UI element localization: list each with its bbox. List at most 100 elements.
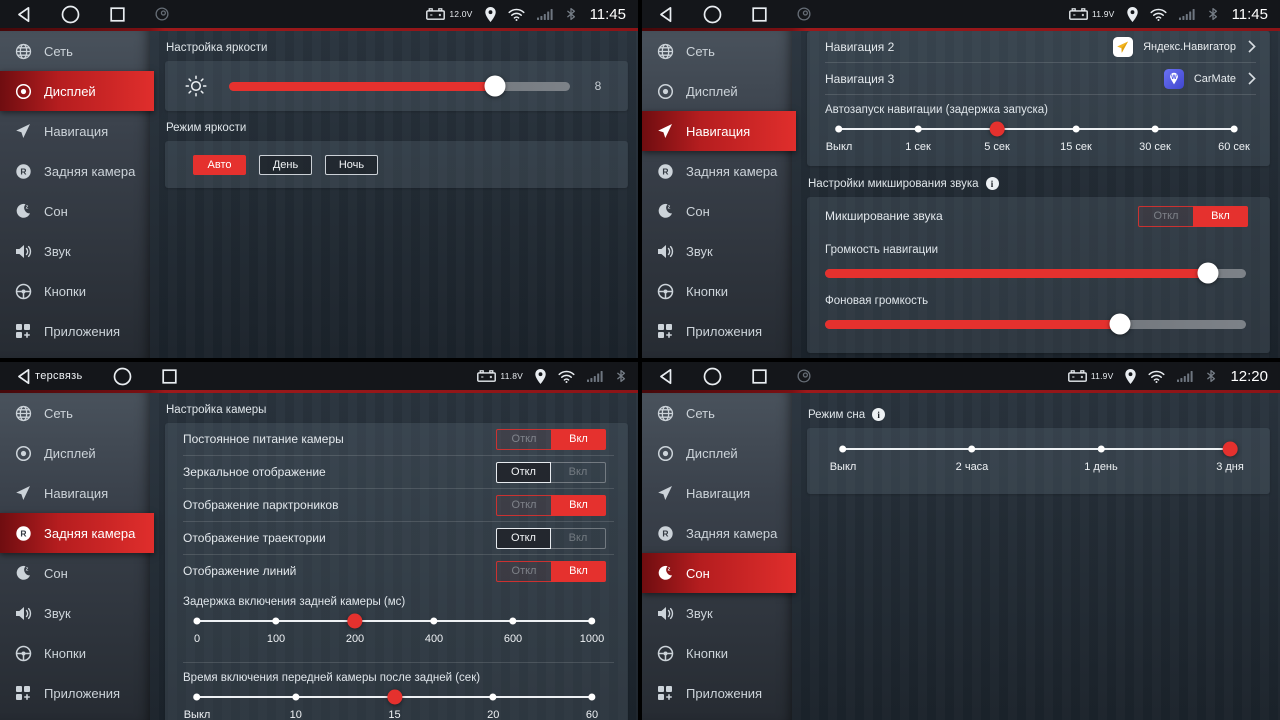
toggle-on-button[interactable]: Вкл: [551, 461, 606, 483]
slider-dot[interactable]: [193, 617, 201, 625]
floating-widget-icon[interactable]: [155, 7, 169, 21]
slider-stop[interactable]: 1000: [580, 610, 604, 647]
home-icon[interactable]: [703, 5, 722, 24]
slider-stop[interactable]: 3 дня: [1216, 438, 1244, 475]
sidebar-item-display[interactable]: Дисплей: [0, 433, 150, 473]
slider-stop[interactable]: 5 сек: [984, 118, 1010, 155]
slider-dot[interactable]: [835, 125, 843, 133]
slider-thumb[interactable]: [1222, 441, 1238, 457]
slider-thumb[interactable]: [1197, 262, 1219, 284]
chevron-right-icon[interactable]: [1248, 72, 1256, 85]
slider-stop[interactable]: 1 сек: [905, 118, 931, 155]
slider-stop[interactable]: 15: [387, 686, 402, 720]
sidebar-item-apps[interactable]: Приложения: [0, 673, 150, 713]
sidebar-item-apps[interactable]: Приложения: [642, 311, 792, 351]
slider-dot[interactable]: [588, 693, 596, 701]
sleep-mode-slider[interactable]: Выкл 2 часа 1 день 3 дня: [830, 438, 1244, 486]
sidebar-item-sleep[interactable]: z Сон: [0, 191, 150, 231]
slider-stop[interactable]: Выкл: [184, 686, 210, 720]
slider-dot[interactable]: [489, 693, 497, 701]
nav-app-row[interactable]: Навигация 2 Яндекс.Навигатор: [807, 31, 1270, 62]
slider-dot[interactable]: [1151, 125, 1159, 133]
toggle-off-button[interactable]: Откл: [496, 461, 551, 483]
sidebar-item-buttons[interactable]: Кнопки: [642, 633, 792, 673]
slider-thumb[interactable]: [989, 121, 1005, 137]
slider-thumb[interactable]: [347, 613, 363, 629]
sidebar-item-buttons[interactable]: Кнопки: [0, 271, 150, 311]
floating-widget-icon[interactable]: [797, 369, 811, 383]
sidebar-item-rear-camera[interactable]: R Задняя камера: [0, 513, 154, 553]
toggle-off-button[interactable]: Откл: [496, 560, 551, 582]
slider-stop[interactable]: 200: [346, 610, 364, 647]
slider-dot[interactable]: [914, 125, 922, 133]
slider-stop[interactable]: 20: [487, 686, 499, 720]
slider-dot[interactable]: [588, 617, 596, 625]
recents-icon[interactable]: [752, 6, 767, 22]
recents-icon[interactable]: [161, 368, 177, 384]
sidebar-item-display[interactable]: Дисплей: [642, 71, 792, 111]
slider-stop[interactable]: 100: [267, 610, 285, 647]
slider-dot[interactable]: [292, 693, 300, 701]
info-icon[interactable]: i: [985, 177, 999, 190]
toggle-on-button[interactable]: Вкл: [551, 494, 606, 516]
mode-button-0[interactable]: Авто: [193, 154, 246, 175]
slider-stop[interactable]: 600: [504, 610, 522, 647]
sidebar-item-navigation[interactable]: Навигация: [0, 473, 150, 513]
slider-stop[interactable]: 2 часа: [956, 438, 988, 475]
sidebar-item-display[interactable]: Дисплей: [642, 433, 792, 473]
info-icon[interactable]: i: [872, 408, 886, 421]
back-icon[interactable]: [658, 6, 673, 23]
slider-dot[interactable]: [1072, 125, 1080, 133]
recents-icon[interactable]: [752, 368, 767, 384]
sidebar-item-apps[interactable]: Приложения: [0, 311, 150, 351]
slider-dot[interactable]: [272, 617, 280, 625]
sidebar-item-navigation[interactable]: Навигация: [642, 111, 796, 151]
slider-stop[interactable]: 15 сек: [1060, 118, 1092, 155]
background-volume-slider[interactable]: [807, 307, 1270, 337]
sidebar-item-sleep[interactable]: z Сон: [642, 553, 796, 593]
slider-stop[interactable]: Выкл: [826, 118, 852, 155]
slider-dot[interactable]: [1230, 125, 1238, 133]
sidebar-item-apps[interactable]: Приложения: [642, 673, 792, 713]
slider-thumb[interactable]: [387, 689, 402, 705]
sidebar-item-network[interactable]: Сеть: [642, 31, 792, 71]
mode-button-2[interactable]: Ночь: [325, 154, 378, 175]
sidebar-item-buttons[interactable]: Кнопки: [642, 271, 792, 311]
toggle-on-button[interactable]: Вкл: [1193, 205, 1248, 227]
slider-dot[interactable]: [430, 617, 438, 625]
back-icon[interactable]: [16, 368, 31, 385]
chevron-right-icon[interactable]: [1248, 40, 1256, 53]
slider-stop[interactable]: 60: [586, 686, 598, 720]
slider-dot[interactable]: [193, 693, 201, 701]
sidebar-item-navigation[interactable]: Навигация: [0, 111, 150, 151]
sidebar-item-network[interactable]: Сеть: [642, 393, 792, 433]
sidebar-item-rear-camera[interactable]: R Задняя камера: [642, 513, 792, 553]
recents-icon[interactable]: [110, 6, 125, 22]
back-icon[interactable]: [16, 6, 31, 23]
slider-dot[interactable]: [968, 445, 976, 453]
sidebar-item-sleep[interactable]: z Сон: [0, 553, 150, 593]
slider-dot[interactable]: [509, 617, 517, 625]
toggle-off-button[interactable]: Откл: [496, 527, 551, 549]
toggle-off-button[interactable]: Откл: [1138, 205, 1193, 227]
sidebar-item-sound[interactable]: Звук: [0, 231, 150, 271]
sidebar-item-display[interactable]: Дисплей: [0, 71, 154, 111]
toggle-on-button[interactable]: Вкл: [551, 560, 606, 582]
slider-stop[interactable]: Выкл: [830, 438, 856, 475]
sidebar-item-rear-camera[interactable]: R Задняя камера: [642, 151, 792, 191]
nav-app-row[interactable]: Навигация 3 W CarMate: [807, 63, 1270, 94]
slider-thumb[interactable]: [1109, 313, 1131, 335]
slider-stop[interactable]: 10: [290, 686, 302, 720]
sidebar-item-navigation[interactable]: Навигация: [642, 473, 792, 513]
sidebar-item-buttons[interactable]: Кнопки: [0, 633, 150, 673]
slider-dot[interactable]: [1097, 445, 1105, 453]
home-icon[interactable]: [703, 367, 722, 386]
slider-stop[interactable]: 30 сек: [1139, 118, 1171, 155]
slider-stop[interactable]: 60 сек: [1218, 118, 1250, 155]
slider-thumb[interactable]: [484, 75, 506, 97]
slider-dot[interactable]: [839, 445, 847, 453]
brightness-slider[interactable]: [229, 75, 570, 97]
toggle-on-button[interactable]: Вкл: [551, 428, 606, 450]
slider-stop[interactable]: 1 день: [1084, 438, 1118, 475]
sidebar-item-sleep[interactable]: z Сон: [642, 191, 792, 231]
